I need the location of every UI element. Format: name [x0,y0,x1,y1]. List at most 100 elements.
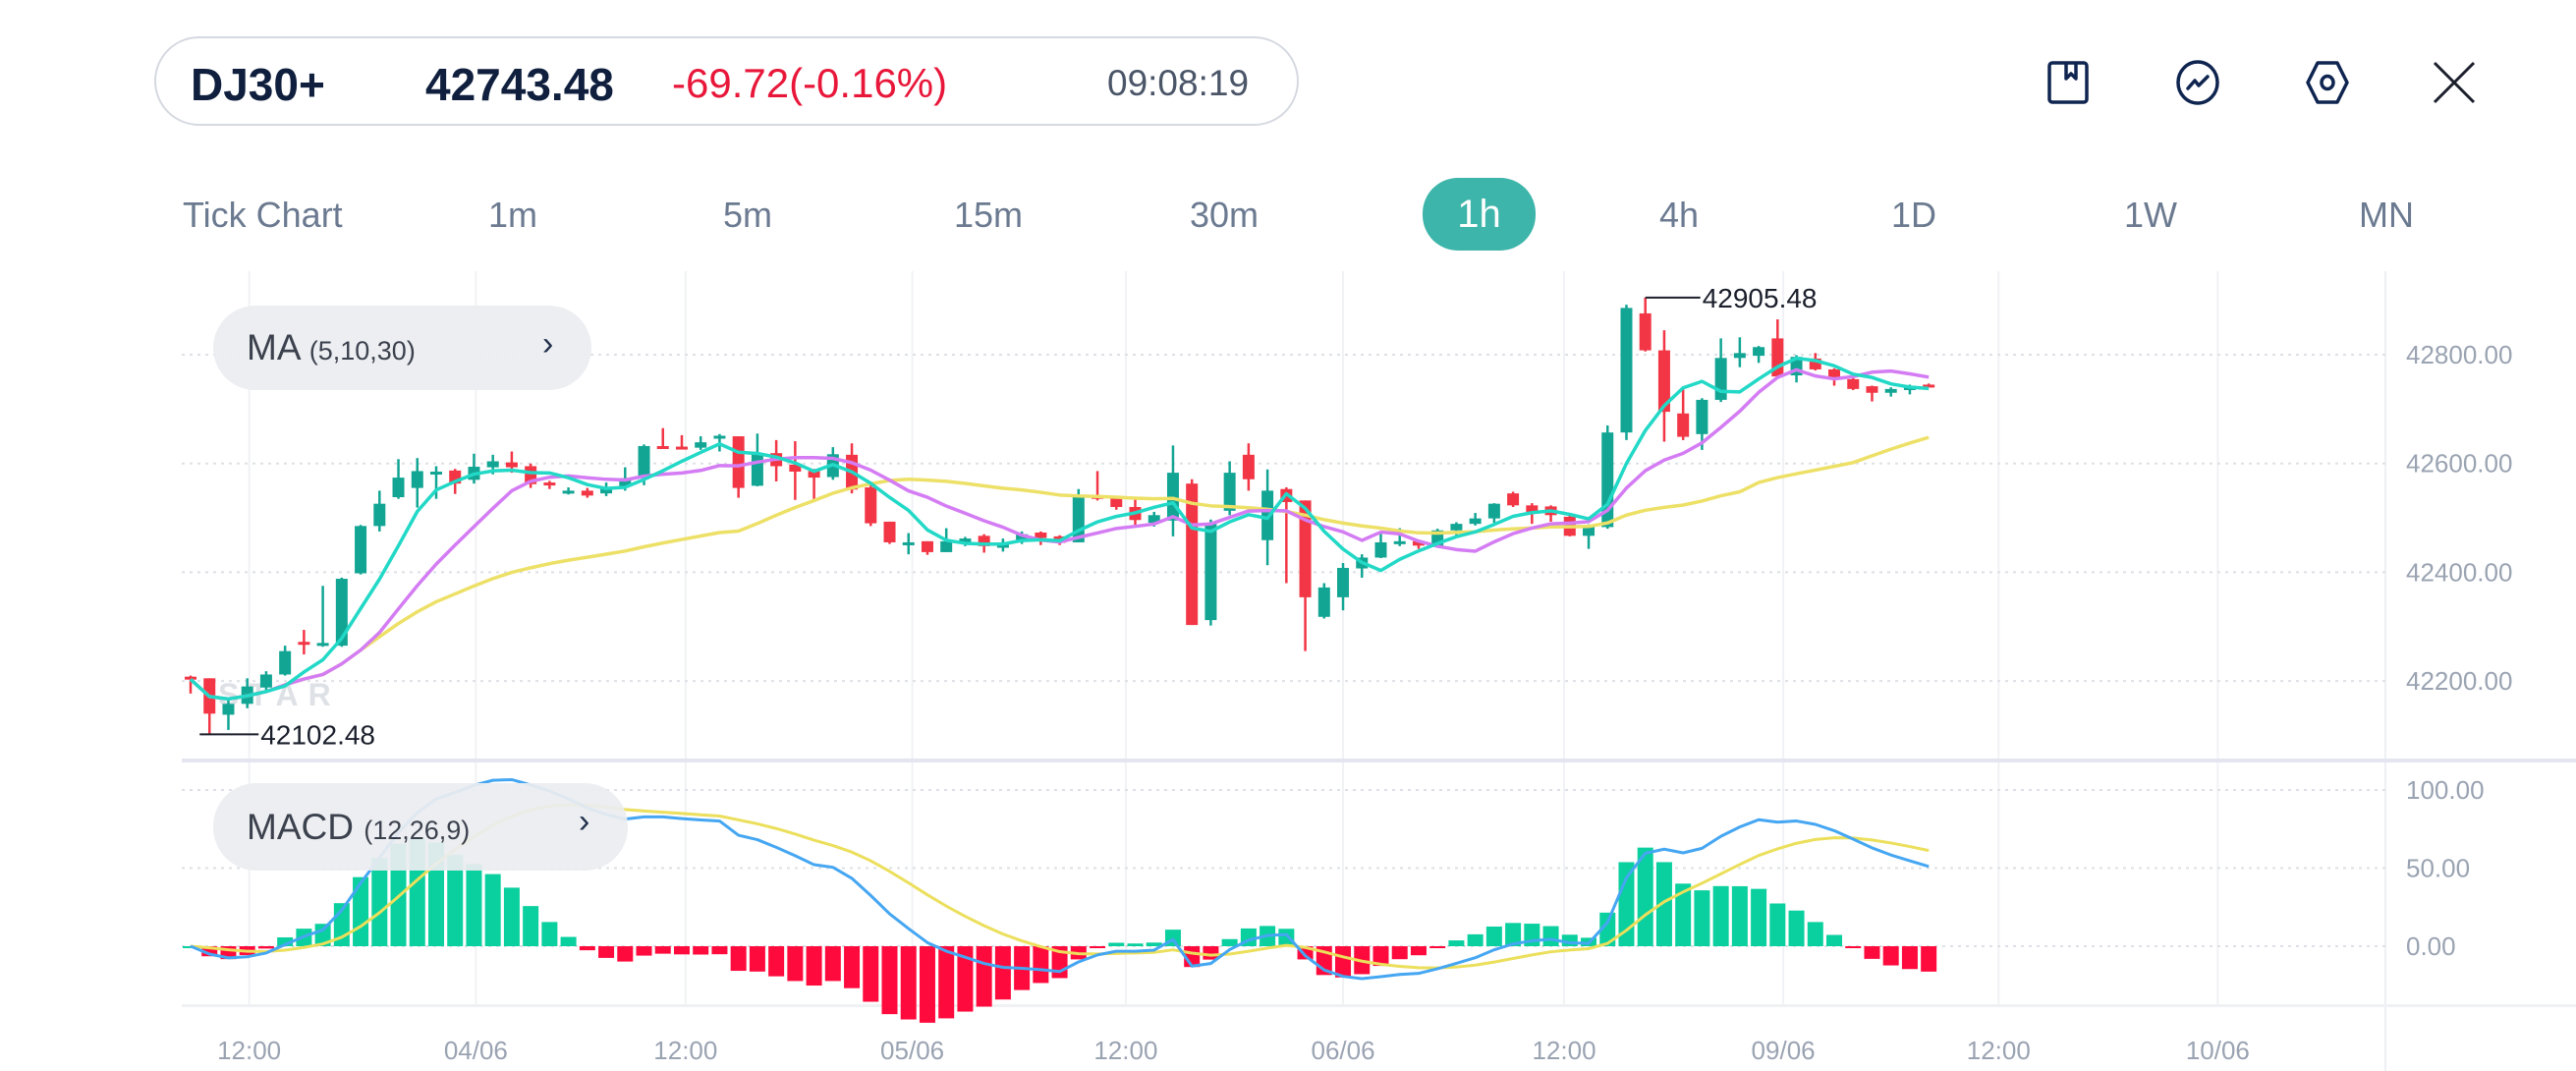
macd-histogram-bar [353,876,369,946]
candle [695,436,707,450]
candle [1166,445,1179,536]
bookmark-icon[interactable] [2044,59,2092,106]
candle [902,533,915,555]
x-axis-label: 12:00 [1967,1036,2031,1065]
candle [355,525,367,575]
ma30-line [189,435,1930,702]
watermark-logo: STAR [218,677,341,712]
tab-4h[interactable]: 4h [1659,195,1700,235]
candle-body [1753,347,1765,357]
tab-1m[interactable]: 1m [488,195,538,235]
candle [203,678,216,735]
macd-histogram-bar [1826,934,1843,946]
candle [789,441,802,500]
candle-body [808,471,820,479]
price-axis-label: 42600.00 [2406,449,2512,479]
candle-body [222,704,235,715]
tab-1w[interactable]: 1W [2124,195,2177,235]
candle [1583,524,1596,549]
macd-histogram-bar [693,946,709,955]
x-axis-label: 12:00 [1532,1036,1596,1065]
settings-hexagon-icon[interactable] [2304,59,2351,106]
macd-histogram-bar [1542,926,1559,946]
candle-body [1583,526,1596,536]
price-axis-label: 42200.00 [2406,666,2512,696]
ma-name: MA [247,327,300,367]
candle-body [1035,532,1047,538]
candle-body [1639,312,1652,351]
tab-30m[interactable]: 30m [1190,195,1260,235]
candle-body [279,650,292,675]
candle-body [1884,388,1897,393]
candle-body [656,445,669,449]
candle-body [1374,541,1387,558]
macd-indicator-button[interactable]: MACD (12,26,9) › [213,783,628,871]
x-axis-label: 12:00 [217,1036,281,1065]
macd-histogram-bar [1391,946,1408,960]
candle-body [695,442,707,448]
tab-5m[interactable]: 5m [723,195,773,235]
macd-histogram-bar [523,906,539,946]
macd-histogram-bar [503,887,520,946]
macd-histogram-bar [824,946,841,982]
candle [1866,385,1878,402]
macd-histogram-bar [1675,883,1692,946]
candle-body [638,445,650,479]
candle [1242,443,1255,491]
candle [1507,491,1520,507]
candle-body [1809,358,1821,369]
candle-body [1242,454,1255,479]
ma-indicator-button[interactable]: MA (5,10,30) › [213,306,591,390]
candle [1657,330,1670,442]
candle-body [1412,540,1425,546]
macd-histogram-bar [938,946,955,1019]
macd-histogram-bar [1599,912,1616,946]
macd-histogram-bar [787,946,804,982]
candle [1620,305,1633,440]
macd-histogram-bar [844,946,861,988]
tab-1d[interactable]: 1D [1891,195,1937,235]
candle-body [1110,498,1123,507]
candle [316,586,329,648]
candle-body [1601,432,1614,528]
candle [259,671,272,693]
macd-histogram-bar [314,924,331,946]
candle [411,458,423,508]
macd-histogram-bar [1845,946,1862,948]
tab-mn[interactable]: MN [2359,195,2414,235]
macd-histogram-bar [1637,847,1653,946]
candle-body [978,536,990,546]
macd-histogram-bar [881,946,898,1015]
candle-body [959,538,972,544]
candle-body [865,487,877,524]
macd-name: MACD [247,807,354,847]
macd-histogram-bar [1203,946,1219,960]
macd-bottom-border [182,1004,2576,1007]
macd-histogram-bar [1882,946,1899,966]
macd-axis-label: 0.00 [2406,931,2456,961]
macd-histogram-bar [201,946,218,957]
macd-histogram-bar [277,936,294,946]
tab-15m[interactable]: 15m [954,195,1024,235]
macd-histogram-bar [976,946,992,1007]
candle [1733,337,1746,367]
macd-histogram-bar [1751,888,1767,946]
candle [1677,387,1690,440]
candle-body [1223,473,1236,511]
macd-histogram-bar [863,946,879,1002]
macd-histogram-bar [1448,940,1465,946]
candle [581,487,593,498]
tab-1h[interactable]: 1h [1423,178,1536,251]
candle-body [1526,505,1539,512]
tab-tick-chart[interactable]: Tick Chart [183,195,343,235]
price-axis-label: 42800.00 [2406,340,2512,369]
macd-histogram-bar [768,946,785,977]
candle-body [789,464,802,473]
chart-trend-icon[interactable] [2174,59,2221,106]
symbol-name: DJ30+ [191,59,325,110]
close-icon[interactable] [2431,59,2478,106]
candle [392,459,405,499]
macd-histogram-bar [919,946,935,1023]
macd-histogram-bar [1712,885,1729,946]
